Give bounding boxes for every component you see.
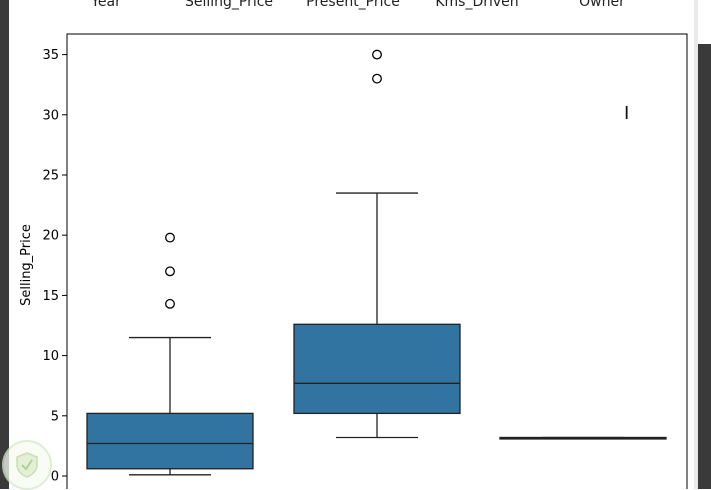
outlier-point (165, 298, 175, 309)
box-iqr (86, 412, 254, 470)
box-iqr (293, 323, 461, 415)
plot-frame (66, 33, 688, 489)
right-window-edge (698, 44, 711, 489)
y-tick-label: 25 (42, 169, 59, 184)
y-tick-label: 20 (42, 229, 59, 244)
y-tick-label: 10 (42, 349, 59, 364)
y-tick-label: 5 (51, 409, 59, 424)
y-tick-label: 30 (42, 108, 59, 123)
column-header-year: Year (91, 0, 121, 10)
text-cursor-icon: I (624, 103, 630, 124)
outlier-point (372, 73, 382, 84)
right-divider (694, 0, 698, 489)
column-header-owner: Owner (579, 0, 625, 10)
shield-check-icon (2, 440, 52, 490)
outlier-point (372, 49, 382, 60)
column-header-kms-driven: Kms_Driven (435, 0, 519, 10)
outlier-point (165, 266, 175, 277)
y-tick-label: 15 (42, 289, 59, 304)
y-tick-label: 0 (51, 470, 59, 485)
y-tick-label: 35 (42, 48, 59, 63)
y-axis-label: Selling_Price (19, 224, 34, 306)
column-header-present-price: Present_Price (306, 0, 400, 10)
outlier-point (165, 232, 175, 243)
left-window-edge (0, 0, 9, 489)
column-header-selling-price: Selling_Price (184, 0, 274, 10)
